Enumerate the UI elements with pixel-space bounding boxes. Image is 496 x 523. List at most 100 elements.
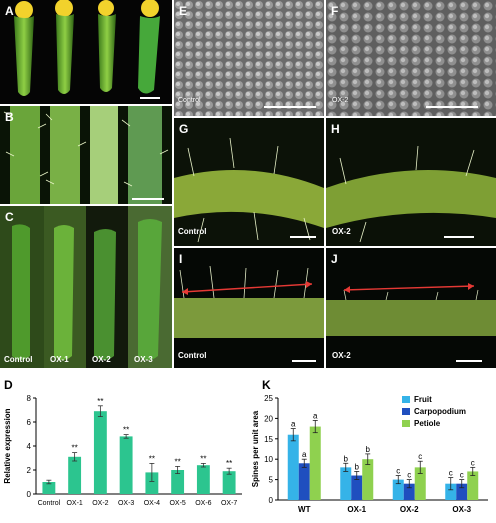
caption-c-ox1: OX-1 bbox=[50, 355, 69, 364]
caption-e: Control bbox=[178, 97, 201, 104]
significance-letter: c bbox=[396, 467, 400, 476]
bar bbox=[145, 472, 159, 494]
bar bbox=[171, 470, 185, 494]
cucumber-plants-drawing bbox=[0, 206, 172, 368]
x-tick-label: OX-1 bbox=[66, 500, 82, 507]
scale-bar bbox=[140, 97, 160, 99]
significance-label: ** bbox=[200, 454, 206, 463]
x-tick-label: OX-5 bbox=[169, 500, 185, 507]
x-tick-label: OX-3 bbox=[118, 500, 134, 507]
x-tick-label: OX-2 bbox=[92, 500, 108, 507]
significance-label: ** bbox=[149, 454, 155, 463]
significance-label: ** bbox=[226, 459, 232, 468]
panel-label-i: I bbox=[179, 252, 183, 266]
significance-label: ** bbox=[123, 426, 129, 435]
x-tick-label: OX-6 bbox=[195, 500, 211, 507]
y-tick-label: 10 bbox=[264, 455, 273, 464]
significance-letter: b bbox=[366, 445, 371, 454]
bar-carpopodium bbox=[351, 475, 363, 500]
y-axis-label: Spines per unit area bbox=[252, 410, 260, 487]
caption-j: OX-2 bbox=[332, 351, 351, 360]
caption-h: OX-2 bbox=[332, 227, 351, 236]
legend-swatch bbox=[402, 408, 410, 415]
chart-d-relative-expression: 0 2 4 6 8 Relative expression Control ** OX-1 ** O… bbox=[3, 394, 242, 507]
panel-label-g: G bbox=[179, 122, 189, 136]
bar bbox=[93, 411, 107, 494]
x-tick-label: WT bbox=[298, 505, 311, 514]
stem-drawing bbox=[174, 137, 324, 243]
panel-j-photo bbox=[326, 248, 496, 368]
bar-petiole bbox=[362, 459, 374, 500]
panel-label-e: E bbox=[179, 4, 188, 18]
panel-c-photo bbox=[0, 206, 172, 368]
scale-bar bbox=[456, 360, 482, 362]
caption-f: OX-2 bbox=[332, 97, 349, 104]
significance-label: ** bbox=[175, 457, 181, 466]
y-tick-label: 20 bbox=[264, 414, 273, 423]
caption-c-control: Control bbox=[4, 355, 33, 364]
caption-g: Control bbox=[178, 227, 207, 236]
legend-swatch bbox=[402, 396, 410, 403]
significance-letter: a bbox=[302, 450, 307, 459]
x-tick-label: OX-7 bbox=[221, 500, 237, 507]
significance-letter: b bbox=[344, 454, 349, 463]
significance-label: ** bbox=[97, 397, 103, 406]
legend-label: Fruit bbox=[414, 395, 432, 404]
significance-letter: c bbox=[460, 471, 464, 480]
panel-e-sem bbox=[174, 0, 324, 116]
panel-label-d: D bbox=[4, 378, 13, 392]
significance-letter: c bbox=[471, 458, 475, 467]
scale-bar bbox=[426, 106, 478, 108]
y-tick-label: 5 bbox=[269, 476, 274, 485]
scale-bar bbox=[444, 236, 474, 238]
x-tick-label: OX-2 bbox=[400, 505, 419, 514]
panel-f-sem bbox=[326, 0, 496, 116]
bar bbox=[68, 456, 82, 494]
panel-label-f: F bbox=[331, 4, 339, 18]
panel-a-photo bbox=[0, 0, 172, 104]
scale-bar bbox=[290, 236, 316, 238]
bar-carpopodium bbox=[456, 483, 468, 500]
y-tick-label: 0 bbox=[269, 496, 274, 505]
panel-label-k: K bbox=[262, 378, 271, 392]
panel-h-photo bbox=[326, 118, 496, 246]
panel-label-j: J bbox=[331, 252, 338, 266]
bar bbox=[222, 471, 236, 494]
legend-label: Carpopodium bbox=[414, 407, 466, 416]
significance-letter: a bbox=[313, 411, 318, 420]
panel-g-photo bbox=[174, 118, 324, 246]
bar-petiole bbox=[309, 426, 321, 500]
caption-c-ox2: OX-2 bbox=[92, 355, 111, 364]
bar-petiole bbox=[467, 471, 479, 500]
scale-bar bbox=[292, 360, 316, 362]
significance-letter: c bbox=[407, 471, 411, 480]
significance-label: ** bbox=[72, 444, 78, 453]
bar-petiole bbox=[414, 467, 426, 500]
bar-fruit bbox=[392, 479, 404, 500]
significance-letter: b bbox=[355, 462, 360, 471]
bar-fruit bbox=[340, 467, 352, 500]
y-tick-label: 8 bbox=[27, 394, 32, 403]
y-axis-label: Relative expression bbox=[3, 408, 12, 483]
scale-bar bbox=[264, 106, 316, 108]
panel-label-a: A bbox=[5, 4, 14, 18]
significance-letter: c bbox=[418, 452, 422, 461]
bar-carpopodium bbox=[298, 463, 310, 500]
y-tick-label: 25 bbox=[264, 394, 273, 403]
sem-texture bbox=[174, 0, 324, 116]
bar-fruit bbox=[445, 483, 457, 500]
y-tick-label: 2 bbox=[27, 466, 32, 475]
sem-texture bbox=[326, 0, 496, 116]
fruit-spines-drawing bbox=[3, 106, 169, 204]
x-tick-label: Control bbox=[38, 500, 61, 507]
y-tick-label: 4 bbox=[27, 442, 32, 451]
panel-label-b: B bbox=[5, 110, 14, 124]
panel-b-photo bbox=[0, 106, 172, 204]
y-tick-label: 6 bbox=[27, 418, 32, 427]
bar bbox=[42, 482, 56, 494]
cucumber-fruits-drawing bbox=[14, 0, 160, 96]
bar bbox=[119, 436, 133, 494]
stem-drawing bbox=[326, 145, 496, 243]
x-tick-label: OX-4 bbox=[144, 500, 160, 507]
